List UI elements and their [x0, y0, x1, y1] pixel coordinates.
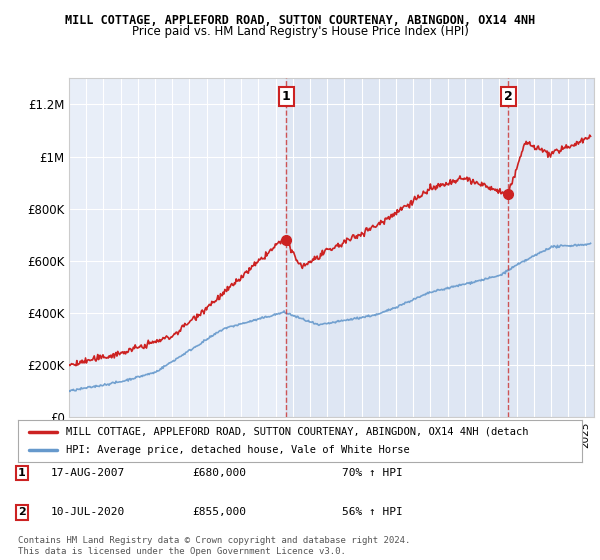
- Text: Contains HM Land Registry data © Crown copyright and database right 2024.
This d: Contains HM Land Registry data © Crown c…: [18, 536, 410, 556]
- Text: £680,000: £680,000: [192, 468, 246, 478]
- Text: 2: 2: [18, 507, 26, 517]
- Text: MILL COTTAGE, APPLEFORD ROAD, SUTTON COURTENAY, ABINGDON, OX14 4NH: MILL COTTAGE, APPLEFORD ROAD, SUTTON COU…: [65, 14, 535, 27]
- Text: 1: 1: [282, 90, 291, 103]
- Text: 70% ↑ HPI: 70% ↑ HPI: [342, 468, 403, 478]
- Text: HPI: Average price, detached house, Vale of White Horse: HPI: Average price, detached house, Vale…: [66, 445, 410, 455]
- Text: £855,000: £855,000: [192, 507, 246, 517]
- Text: 1: 1: [18, 468, 26, 478]
- Text: MILL COTTAGE, APPLEFORD ROAD, SUTTON COURTENAY, ABINGDON, OX14 4NH (detach: MILL COTTAGE, APPLEFORD ROAD, SUTTON COU…: [66, 427, 529, 437]
- Text: 2: 2: [504, 90, 513, 103]
- Text: 56% ↑ HPI: 56% ↑ HPI: [342, 507, 403, 517]
- Text: 10-JUL-2020: 10-JUL-2020: [51, 507, 125, 517]
- Bar: [286, 78, 594, 417]
- Text: 17-AUG-2007: 17-AUG-2007: [51, 468, 125, 478]
- Text: Price paid vs. HM Land Registry's House Price Index (HPI): Price paid vs. HM Land Registry's House …: [131, 25, 469, 38]
